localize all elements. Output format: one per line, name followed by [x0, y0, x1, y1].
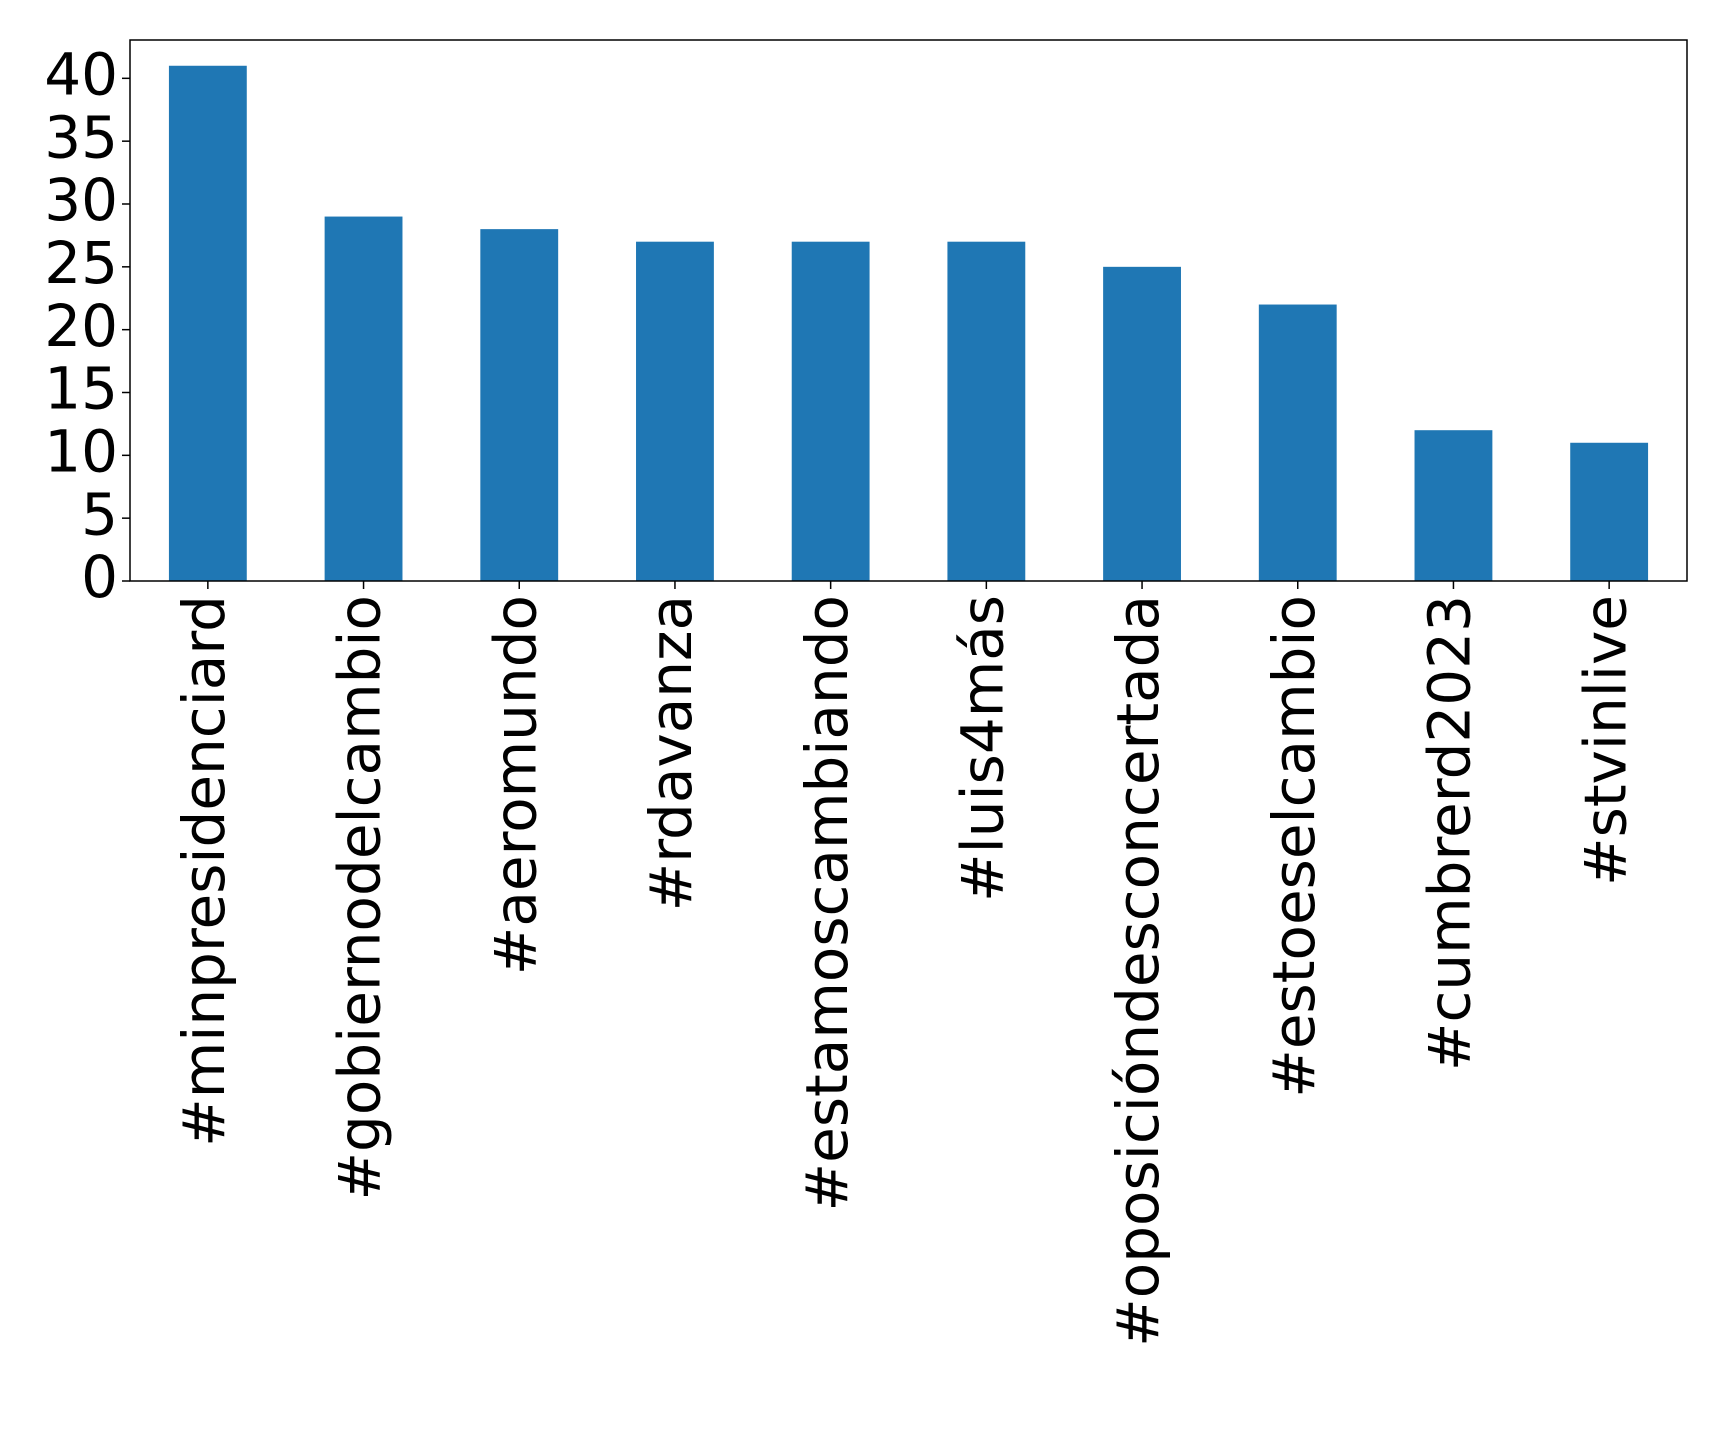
bar	[324, 216, 403, 581]
y-tick-label: 30	[44, 166, 118, 234]
x-tick-label: #rdavanza	[637, 595, 705, 911]
x-tick-label: #gobiernodelcambio	[326, 595, 394, 1201]
bar	[947, 241, 1026, 581]
y-tick-label: 25	[44, 229, 118, 297]
y-tick-label: 20	[44, 292, 118, 360]
x-tick-label: #luis4más	[948, 595, 1016, 902]
x-tick-label: #oposicióndesconcertada	[1104, 595, 1172, 1347]
bar	[1570, 442, 1649, 581]
axes-frame	[129, 39, 1688, 582]
y-tick-label: 40	[44, 40, 118, 108]
x-tick-label: #estoeselcambio	[1260, 595, 1328, 1098]
y-tick-label: 35	[44, 103, 118, 171]
bar	[791, 241, 870, 581]
bar	[1258, 304, 1337, 581]
bar	[168, 65, 247, 581]
bar	[1103, 266, 1181, 581]
bar	[1414, 430, 1493, 581]
bar	[480, 229, 559, 582]
x-tick-label: #aeromundo	[481, 595, 549, 975]
x-tick-label: #minpresidenciard	[170, 595, 238, 1147]
y-tick-label: 15	[44, 355, 118, 423]
x-tick-label: #estamoscambiando	[793, 595, 861, 1211]
y-tick-label: 5	[81, 480, 118, 548]
y-tick-label: 10	[44, 417, 118, 485]
x-tick-label: #cumbrerd2023	[1416, 595, 1484, 1071]
y-tick-label: 0	[81, 543, 118, 611]
x-tick-label: #stvinlive	[1571, 595, 1639, 886]
bar	[636, 241, 714, 581]
